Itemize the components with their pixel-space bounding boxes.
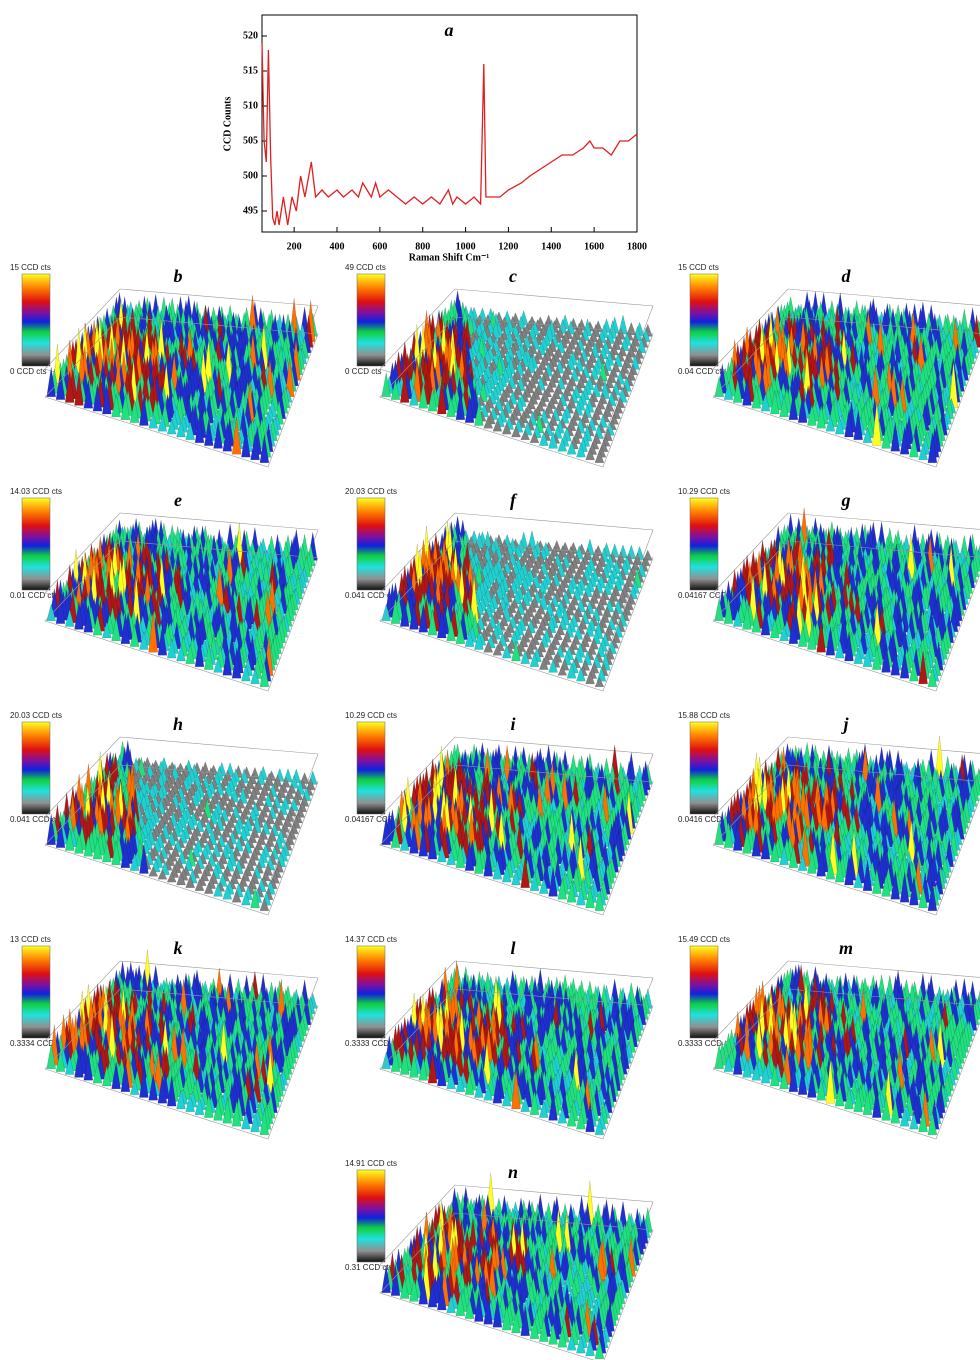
surface-panel: 20.03 CCD cts0.041 CCD ctsh <box>10 711 318 915</box>
chart-title: a <box>445 20 454 40</box>
colorbar-max-label: 15 CCD cts <box>678 263 719 272</box>
colorbar-min-label: 0.01 CCD cts <box>10 591 58 600</box>
x-tick-label: 1600 <box>584 241 604 252</box>
panel-letter: i <box>510 714 515 734</box>
panel-letter: f <box>510 490 518 510</box>
y-tick-label: 510 <box>243 100 258 111</box>
x-tick-label: 200 <box>287 241 302 252</box>
surface-panel: 15 CCD cts 0.04 CCD cts d <box>678 263 980 467</box>
surface-panel: 10.29 CCD cts0.04167 CCD ctsi <box>345 711 653 915</box>
surface-panel: 10.29 CCD cts0.04167 CCD ctsg <box>678 487 980 691</box>
colorbar-min-label: 0 CCD cts <box>345 367 381 376</box>
y-tick-label: 495 <box>243 205 258 216</box>
colorbar <box>22 722 50 814</box>
surface-panel: 20.03 CCD cts0.041 CCD ctsf <box>345 487 653 691</box>
x-tick-label: 1000 <box>456 241 476 252</box>
colorbar <box>357 274 385 366</box>
colorbar-max-label: 10.29 CCD cts <box>345 711 397 720</box>
y-tick-label: 515 <box>243 65 258 76</box>
colorbar <box>22 498 50 590</box>
surface-panel: 15.88 CCD cts0.0416 CCD ctsj <box>678 711 980 915</box>
x-tick-label: 400 <box>330 241 345 252</box>
y-tick-label: 520 <box>243 30 258 41</box>
panel-letter: b <box>174 266 183 286</box>
colorbar-max-label: 15.88 CCD cts <box>678 711 730 720</box>
panel-letter: j <box>840 714 849 734</box>
colorbar-max-label: 10.29 CCD cts <box>678 487 730 496</box>
panel-letter: d <box>842 266 852 286</box>
plot-frame <box>262 15 637 232</box>
y-tick-label: 505 <box>243 135 258 146</box>
spectrum-line <box>262 43 637 225</box>
y-tick-label: 500 <box>243 170 258 181</box>
colorbar <box>357 498 385 590</box>
surface-panel: 14.03 CCD cts 0.01 CCD cts e <box>10 487 318 691</box>
panel-letter: c <box>509 266 517 286</box>
x-tick-label: 600 <box>372 241 387 252</box>
surface-panel: 49 CCD cts 0 CCD cts c <box>345 263 653 467</box>
x-tick-label: 800 <box>415 241 430 252</box>
colorbar-max-label: 14.03 CCD cts <box>10 487 62 496</box>
x-tick-label: 1400 <box>541 241 561 252</box>
colorbar <box>357 722 385 814</box>
colorbar-max-label: 20.03 CCD cts <box>345 487 397 496</box>
panel-letter: e <box>174 490 182 510</box>
x-tick-label: 1800 <box>627 241 647 252</box>
colorbar-min-label: 0.04 CCD cts <box>678 367 726 376</box>
colorbar <box>22 274 50 366</box>
surface-panel: 15 CCD cts 0 CCD cts b <box>10 263 318 467</box>
colorbar-max-label: 20.03 CCD cts <box>10 711 62 720</box>
panel-letter: g <box>841 490 851 510</box>
colorbar-min-label: 0 CCD cts <box>10 367 46 376</box>
colorbar-max-label: 49 CCD cts <box>345 263 386 272</box>
x-axis-label: Raman Shift Cm⁻¹ <box>409 252 490 263</box>
colorbar <box>690 498 718 590</box>
panel-letter: h <box>173 714 183 734</box>
colorbar <box>690 722 718 814</box>
y-axis-label: CCD Counts <box>222 97 233 152</box>
x-tick-label: 1200 <box>498 241 518 252</box>
colorbar-max-label: 15 CCD cts <box>10 263 51 272</box>
colorbar <box>690 274 718 366</box>
